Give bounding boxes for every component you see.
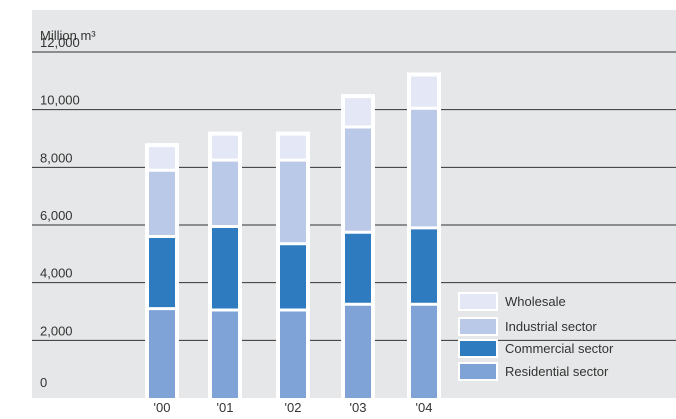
bar-segment: [411, 304, 437, 398]
y-tick-label: 4,000: [40, 266, 73, 281]
y-axis-tick-labels: 0 2,000 4,000 6,000 8,000 10,000 12,000: [40, 35, 80, 390]
bar-segment: [280, 135, 306, 161]
bar-segment: [149, 170, 175, 237]
bars: [145, 72, 441, 402]
x-axis-tick-labels: '00 '01 '02 '03 '04: [154, 400, 433, 415]
bar-segment: [345, 98, 371, 127]
y-tick-label: 0: [40, 375, 47, 390]
bar-segment: [411, 227, 437, 305]
bar-segment: [345, 232, 371, 305]
bar-segment: [212, 310, 238, 398]
bar-segment: [280, 160, 306, 244]
legend-swatch: [458, 339, 498, 358]
legend-swatch: [458, 292, 498, 311]
legend-swatch: [458, 362, 498, 381]
x-tick-label: '00: [154, 400, 171, 415]
x-tick-label: '04: [416, 400, 433, 415]
legend-swatch: [458, 317, 498, 336]
bar-segment: [212, 226, 238, 311]
bar-outline: [341, 94, 375, 402]
bar-outline: [208, 131, 242, 402]
bar-segment: [149, 147, 175, 171]
y-tick-label: 8,000: [40, 150, 73, 165]
bar-outline: [276, 131, 310, 402]
bar-segment: [280, 243, 306, 311]
bar-segment: [345, 126, 371, 233]
x-tick-label: '02: [285, 400, 302, 415]
y-tick-label: 2,000: [40, 323, 73, 338]
y-tick-label: 10,000: [40, 93, 80, 108]
bar-segment: [345, 304, 371, 398]
bar-segment: [411, 108, 437, 228]
top-strip: [0, 0, 676, 10]
legend-label: Commercial sector: [505, 341, 614, 356]
legend-label: Wholesale: [505, 294, 566, 309]
legend-label: Residential sector: [505, 364, 609, 379]
x-tick-label: '01: [217, 400, 234, 415]
bar-segment: [280, 310, 306, 398]
bar-outline: [145, 143, 179, 402]
y-axis-unit-label: Million m³: [40, 28, 96, 43]
y-tick-label: 6,000: [40, 208, 73, 223]
bar-segment: [212, 160, 238, 227]
bar-segment: [212, 135, 238, 161]
x-tick-label: '03: [350, 400, 367, 415]
bar-segment: [411, 76, 437, 109]
bar-segment: [149, 308, 175, 398]
y-tick-label: 12,000: [40, 35, 80, 50]
legend: Wholesale Industrial sector Commercial sec…: [458, 292, 614, 381]
bar-segment: [149, 236, 175, 309]
legend-label: Industrial sector: [505, 319, 597, 334]
bar-outline: [407, 72, 441, 402]
